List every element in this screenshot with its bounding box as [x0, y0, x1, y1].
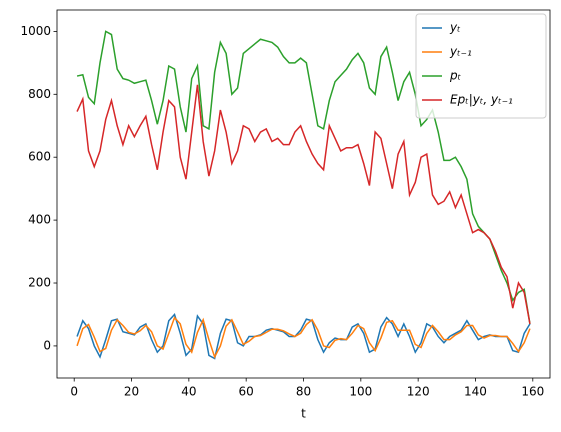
x-tick-label: 20: [124, 385, 139, 399]
x-tick-label: 60: [239, 385, 254, 399]
y-tick-label: 200: [28, 276, 51, 290]
y-tick-label: 400: [28, 213, 51, 227]
series-line: [76, 30, 531, 325]
y-tick-label: 0: [43, 338, 51, 352]
y-tick-label: 600: [28, 150, 51, 164]
series-line: [76, 312, 531, 360]
series-line: [76, 84, 531, 325]
legend-label: pₜ: [449, 69, 462, 83]
x-tick-label: 0: [70, 385, 78, 399]
x-tick-label: 160: [521, 385, 544, 399]
series-line: [76, 316, 531, 359]
x-tick-label: 120: [407, 385, 430, 399]
y-tick-label: 800: [28, 87, 51, 101]
legend-label: yₜ₋₁: [449, 45, 472, 59]
y-tick-label: 1000: [20, 24, 51, 38]
x-tick-label: 100: [349, 385, 372, 399]
legend-label: yₜ: [449, 21, 461, 35]
legend-box: [415, 13, 547, 119]
legend-label: Epₜ|yₜ, yₜ₋₁: [450, 93, 513, 107]
x-tick-label: 40: [181, 385, 196, 399]
x-tick-label: 80: [296, 385, 311, 399]
x-tick-label: 140: [464, 385, 487, 399]
x-axis-label: t: [301, 407, 306, 421]
